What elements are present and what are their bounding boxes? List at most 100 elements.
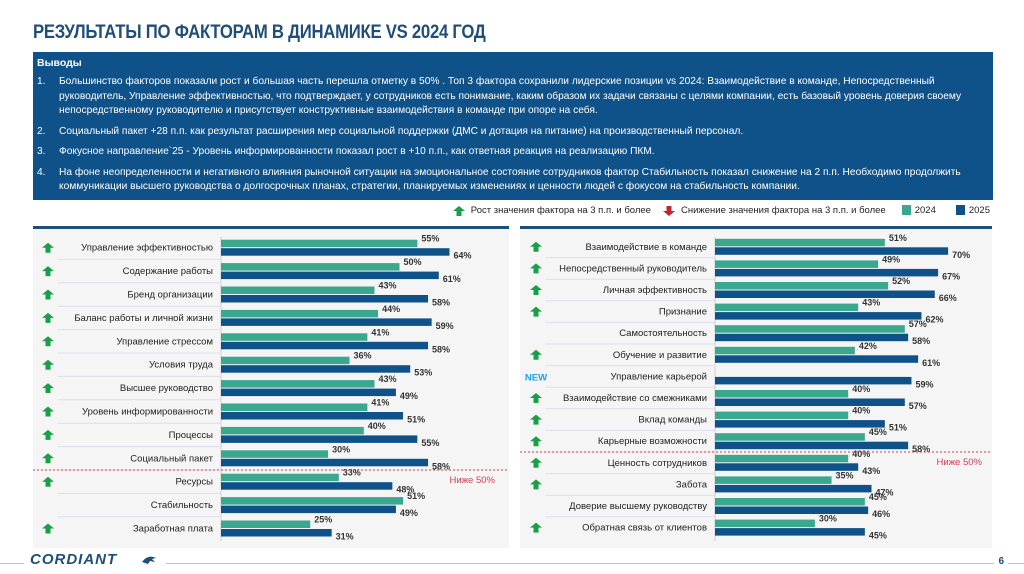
bar-2024 bbox=[715, 476, 832, 484]
data-label-2024: 41% bbox=[371, 327, 389, 337]
bar-2024 bbox=[221, 309, 379, 318]
data-label-2025: 64% bbox=[453, 251, 471, 261]
conclusions-heading: Выводы bbox=[37, 57, 82, 69]
item-text: Социальный пакет +28 п.п. как результат … bbox=[59, 125, 744, 137]
data-label-2025: 49% bbox=[400, 391, 418, 401]
data-label-2025: 58% bbox=[432, 344, 450, 354]
conclusion-item: 3. Фокусное направление`25 - Уровень инфо… bbox=[37, 145, 989, 160]
data-label-2024: 40% bbox=[852, 406, 870, 416]
bar-2024 bbox=[715, 238, 885, 247]
data-label-2024: 33% bbox=[343, 468, 361, 478]
item-text: На фоне неопределенности и негативного в… bbox=[59, 166, 961, 193]
bar-2025 bbox=[715, 247, 949, 255]
category-label: Личная эффективность bbox=[603, 285, 707, 296]
bar-2025 bbox=[221, 458, 429, 467]
category-label: Самостоятельность bbox=[619, 328, 707, 339]
conclusions-box: Выводы 1. Большинство факторов показали р… bbox=[33, 52, 993, 200]
data-label-2025: 58% bbox=[432, 298, 450, 308]
category-label: Забота bbox=[676, 479, 708, 490]
bar-2024 bbox=[715, 454, 849, 463]
bar-2025 bbox=[715, 376, 912, 385]
data-label-2024: 43% bbox=[862, 298, 880, 308]
legend: Рост значения фактора на 3 п.п. и более … bbox=[452, 205, 990, 216]
data-label-2024: 52% bbox=[892, 276, 910, 286]
arrow-up-icon bbox=[42, 406, 54, 417]
bar-2024 bbox=[221, 450, 329, 458]
bar-2025 bbox=[221, 505, 396, 514]
arrow-up-icon bbox=[530, 263, 542, 274]
arrow-up-icon bbox=[530, 349, 542, 360]
conclusion-item: 2. Социальный пакет +28 п.п. как результа… bbox=[37, 125, 989, 140]
page-title: РЕЗУЛЬТАТЫ ПО ФАКТОРАМ В ДИНАМИКЕ VS 202… bbox=[33, 22, 486, 43]
arrow-up-icon bbox=[530, 241, 542, 252]
bar-2024 bbox=[715, 303, 859, 312]
data-label-2024: 43% bbox=[379, 281, 397, 291]
data-label-2024: 42% bbox=[859, 341, 877, 351]
new-badge: NEW bbox=[525, 372, 547, 383]
arrow-up-icon bbox=[42, 242, 54, 253]
category-label: Управление эффективностью bbox=[81, 243, 213, 254]
bar-2024 bbox=[715, 519, 815, 528]
arrow-up-icon bbox=[42, 476, 54, 487]
category-label: Вклад команды bbox=[638, 415, 707, 426]
bar-2025 bbox=[221, 341, 429, 350]
data-label-2024: 50% bbox=[404, 257, 422, 267]
data-label-2024: 57% bbox=[909, 319, 927, 329]
category-label: Баланс работы и личной жизни bbox=[74, 313, 213, 324]
data-label-2025: 59% bbox=[436, 321, 454, 331]
bar-2025 bbox=[715, 441, 909, 450]
arrow-up-icon bbox=[530, 457, 542, 468]
arrow-up-icon bbox=[42, 312, 54, 323]
category-label: Уровень информированности bbox=[82, 407, 213, 418]
legend-2025: 2025 bbox=[955, 205, 990, 216]
bar-2024 bbox=[715, 325, 905, 333]
arrow-up-icon bbox=[452, 205, 465, 216]
bar-2025 bbox=[221, 482, 393, 490]
data-label-2024: 41% bbox=[371, 398, 389, 408]
data-label-2025: 43% bbox=[862, 466, 880, 476]
data-label-2024: 45% bbox=[869, 427, 887, 437]
item-number: 2. bbox=[37, 125, 46, 137]
cordiant-logo: CORDIANT bbox=[24, 551, 166, 572]
item-text: Фокусное направление`25 - Уровень информ… bbox=[59, 146, 655, 157]
data-label-2024: 44% bbox=[382, 304, 400, 314]
bar-2025 bbox=[715, 420, 885, 428]
data-label-2025: 58% bbox=[912, 336, 930, 346]
arrow-up-icon bbox=[42, 429, 54, 440]
bar-2024 bbox=[221, 333, 368, 341]
legend-down-label: Снижение значения фактора на 3 п.п. и бо… bbox=[680, 205, 886, 216]
bar-2025 bbox=[221, 388, 396, 397]
chart-left: Управление эффективностью 55% 64% Содержани… bbox=[33, 226, 509, 548]
bar-2025 bbox=[221, 248, 450, 256]
bar-2024 bbox=[715, 498, 865, 506]
conclusion-item: 1. Большинство факторов показали рост и б… bbox=[37, 75, 989, 119]
arrow-down-icon bbox=[662, 205, 675, 216]
data-label-2025: 46% bbox=[872, 509, 890, 519]
arrow-up-icon bbox=[530, 285, 542, 295]
data-label-2025: 45% bbox=[869, 531, 887, 541]
bar-2024 bbox=[221, 356, 350, 365]
bar-2024 bbox=[221, 473, 339, 482]
chart-right-svg: Взаимодействие в команде 51% 70% Непосредст… bbox=[520, 233, 992, 541]
arrow-up-icon bbox=[42, 289, 54, 300]
data-label-2025: 49% bbox=[400, 508, 418, 518]
bar-2024 bbox=[221, 239, 418, 248]
category-label: Управление карьерой bbox=[611, 371, 708, 382]
arrow-up-icon bbox=[42, 266, 54, 277]
bar-2025 bbox=[715, 333, 909, 342]
item-number: 1. bbox=[37, 76, 46, 87]
arrow-up-icon bbox=[42, 359, 54, 370]
category-label: Управление стрессом bbox=[116, 336, 213, 347]
page-number: 6 bbox=[994, 556, 1008, 567]
bar-2024 bbox=[221, 263, 400, 271]
data-label-2025: 62% bbox=[925, 315, 943, 325]
data-label-2024: 45% bbox=[869, 492, 887, 502]
arrow-up-icon bbox=[42, 336, 54, 347]
bar-2025 bbox=[221, 365, 411, 373]
chart-right: Взаимодействие в команде 51% 70% Непосредст… bbox=[520, 226, 992, 548]
svg-text:CORDIANT: CORDIANT bbox=[30, 551, 118, 567]
data-label-2025: 51% bbox=[407, 415, 425, 425]
data-label-2024: 55% bbox=[421, 234, 439, 244]
data-label-2024: 25% bbox=[314, 515, 332, 525]
bar-2025 bbox=[221, 295, 429, 303]
